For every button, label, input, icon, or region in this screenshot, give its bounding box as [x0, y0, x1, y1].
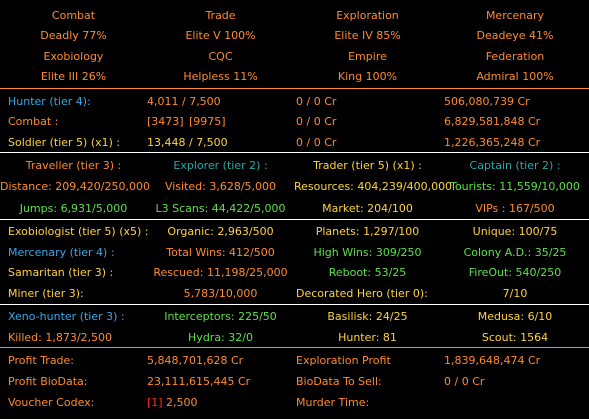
mercenary-high-wins: High Wins: 309/250 [313, 246, 422, 259]
voucher-codex-label: Voucher Codex: [8, 396, 95, 409]
rank-trade-value: Elite V 100% [185, 29, 256, 42]
divider [0, 152, 589, 153]
combat-bracket-2: [9975] [189, 115, 226, 128]
xeno-medusa: Medusa: 6/10 [477, 310, 553, 323]
profit-trade-label: Profit Trade: [8, 354, 75, 367]
rank-combat-value: Deadly 77% [40, 29, 107, 42]
mercenary-colony: Colony A.D.: 35/25 [463, 246, 567, 259]
miner-progress: 5,783/10,000 [183, 287, 258, 300]
combat-label: Combat : [8, 115, 59, 128]
captain-header: Captain (tier 2) : [469, 159, 561, 172]
xeno-killed: Killed: 1,873/2,500 [8, 331, 113, 344]
decorated-hero-label: Decorated Hero (tier 0): [296, 287, 428, 300]
combat-total: 6,829,581,848 Cr [444, 115, 541, 128]
rank-exploration-title: Exploration [336, 9, 399, 22]
hunter-progress: 4,011 / 7,500 [147, 95, 221, 108]
trader-market: Market: 204/100 [322, 202, 413, 215]
samaritan-rescued: Rescued: 11,198/25,000 [153, 266, 288, 279]
rank-exobiology-value: Elite III 26% [40, 70, 107, 83]
murder-time-label: Murder Time: [296, 396, 370, 409]
trader-header: Trader (tier 5) (x1) : [313, 159, 422, 172]
voucher-codex-count: [1] [147, 396, 163, 409]
hunter-cr: 0 / 0 Cr [296, 95, 337, 108]
decorated-hero-progress: 7/10 [502, 287, 528, 300]
hunter-label: Hunter (tier 4): [8, 95, 91, 108]
rank-federation-title: Federation [485, 50, 545, 63]
divider [0, 88, 589, 89]
xeno-basilisk: Basilisk: 24/25 [327, 310, 408, 323]
exobiologist-label: Exobiologist (tier 5) (x5) : [8, 225, 149, 238]
traveller-jumps: Jumps: 6,931/5,000 [19, 202, 128, 215]
combat-cr: 0 / 0 Cr [296, 115, 337, 128]
rank-exobiology-title: Exobiology [43, 50, 104, 63]
biodata-to-sell-value: 0 / 0 Cr [444, 375, 485, 388]
mercenary-label: Mercenary (tier 4) : [8, 246, 115, 259]
profit-biodata-label: Profit BioData: [8, 375, 88, 388]
rank-cqc-title: CQC [208, 50, 233, 63]
biodata-to-sell-label: BioData To Sell: [296, 375, 382, 388]
exobiologist-unique: Unique: 100/75 [472, 225, 558, 238]
samaritan-fireout: FireOut: 540/250 [468, 266, 562, 279]
captain-tourists: Tourists: 11,559/10,000 [450, 180, 580, 193]
samaritan-reboot: Reboot: 53/25 [328, 266, 407, 279]
xeno-interceptors: Interceptors: 225/50 [164, 310, 277, 323]
miner-label: Miner (tier 3): [8, 287, 84, 300]
profit-trade-value: 5,848,701,628 Cr [147, 354, 244, 367]
samaritan-label: Samaritan (tier 3) : [8, 266, 114, 279]
divider [0, 304, 589, 305]
traveller-header: Traveller (tier 3) : [25, 159, 122, 172]
rank-cqc-value: Helpless 11% [183, 70, 258, 83]
exobiologist-organic: Organic: 2,963/500 [167, 225, 274, 238]
rank-empire-title: Empire [348, 50, 387, 63]
soldier-label: Soldier (tier 5) (x1) : [8, 136, 121, 149]
captain-vips: VIPs : 167/500 [475, 202, 555, 215]
rank-empire-value: King 100% [337, 70, 398, 83]
rank-federation-value: Admiral 100% [476, 70, 554, 83]
profit-biodata-value: 23,111,615,445 Cr [147, 375, 251, 388]
rank-trade-title: Trade [205, 9, 236, 22]
explorer-header: Explorer (tier 2) : [173, 159, 268, 172]
explorer-visited: Visited: 3,628/5,000 [164, 180, 277, 193]
trader-resources: Resources: 404,239/400,000 [294, 180, 453, 193]
rank-mercenary-title: Mercenary [485, 9, 545, 22]
soldier-progress: 13,448 / 7,500 [147, 136, 228, 149]
divider [0, 347, 589, 348]
soldier-total: 1,226,365,248 Cr [444, 136, 541, 149]
rank-combat-title: Combat [51, 9, 96, 22]
xeno-hydra: Hydra: 32/0 [188, 331, 253, 344]
hunter-total: 506,080,739 Cr [444, 95, 530, 108]
voucher-codex-value: 2,500 [166, 396, 198, 409]
soldier-cr: 0 / 0 Cr [296, 136, 337, 149]
traveller-distance: Distance: 209,420/250,000 [0, 180, 150, 193]
rank-mercenary-value: Deadeye 41% [476, 29, 554, 42]
exobiologist-planets: Planets: 1,297/100 [315, 225, 420, 238]
rank-exploration-value: Elite IV 85% [334, 29, 401, 42]
exploration-profit-label: Exploration Profit [296, 354, 391, 367]
explorer-l3: L3 Scans: 44,422/5,000 [155, 202, 286, 215]
combat-bracket-1: [3473] [147, 115, 184, 128]
xeno-hunter-label: Xeno-hunter (tier 3) : [8, 310, 125, 323]
xeno-hunter: Hunter: 81 [338, 331, 397, 344]
exploration-profit-value: 1,839,648,474 Cr [444, 354, 541, 367]
divider [0, 219, 589, 220]
xeno-scout: Scout: 1564 [481, 331, 549, 344]
mercenary-total-wins: Total Wins: 412/500 [166, 246, 275, 259]
